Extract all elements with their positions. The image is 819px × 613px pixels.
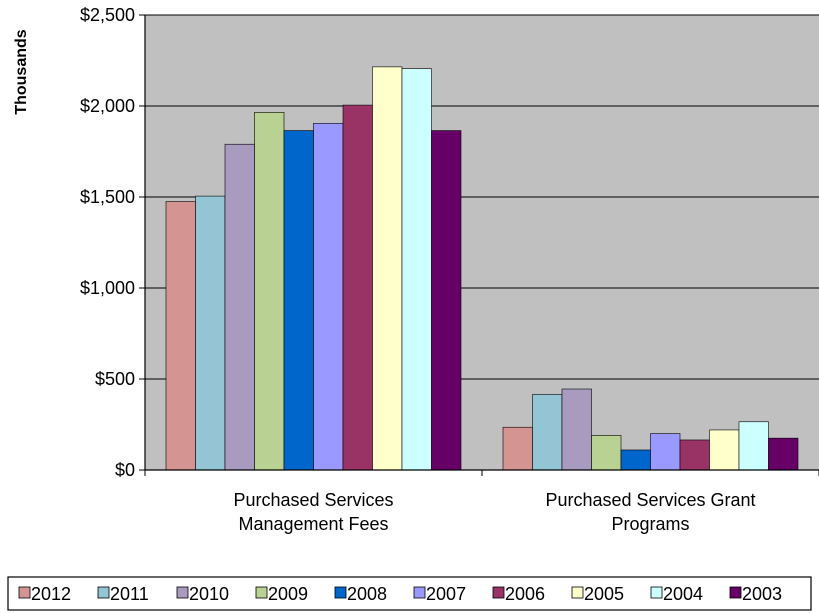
legend-swatch: [571, 586, 584, 599]
bar-2011-0: [195, 195, 226, 471]
bar-2011-1: [532, 394, 563, 471]
bar-2008-1: [620, 449, 651, 471]
y-tick-label: $1,000: [80, 278, 135, 298]
legend-label: 2006: [505, 584, 545, 604]
bar-2003-1: [768, 437, 799, 471]
bar-2004-1: [738, 421, 769, 471]
y-tick-label: $2,000: [80, 96, 135, 116]
legend-swatch: [413, 586, 426, 599]
bar-2010-1: [561, 388, 592, 471]
x-category-labels: Purchased Services Management Fees Purchas…: [144, 470, 819, 534]
legend-swatch: [176, 586, 189, 599]
bar-2008-0: [283, 130, 314, 471]
legend-label: 2012: [31, 584, 71, 604]
bar-2012-1: [502, 426, 533, 471]
legend-label: 2008: [347, 584, 387, 604]
bar-2007-1: [650, 433, 681, 471]
legend-swatch: [334, 586, 347, 599]
bar-2006-0: [342, 104, 373, 471]
bar-2007-0: [313, 122, 344, 471]
legend-swatch: [650, 586, 663, 599]
y-tick-label: $2,500: [80, 5, 135, 25]
bar-2009-0: [254, 112, 285, 471]
bar-2009-1: [591, 435, 622, 471]
legend: 2012 2011 2010 2009 2008 2007 2006 2005 2004 2003: [7, 576, 812, 611]
bar-2003-0: [431, 130, 462, 471]
bar-2006-1: [679, 439, 710, 471]
x-category-label: Purchased Services Management Fees: [233, 490, 393, 534]
y-tick-label: $1,500: [80, 187, 135, 207]
bar-2010-0: [224, 143, 255, 471]
y-ticks: $0 $500 $1,000 $1,500 $2,000 $2,500: [80, 5, 145, 480]
bar-2005-0: [372, 66, 403, 471]
legend-label: 2011: [110, 584, 149, 604]
legend-box: [7, 576, 812, 611]
bar-2012-0: [165, 201, 196, 471]
x-category-label: Purchased Services Grant Programs: [545, 490, 755, 534]
legend-swatch: [492, 586, 505, 599]
legend-label: 2004: [663, 584, 703, 604]
y-axis-title: Thousands: [13, 29, 30, 114]
legend-items: 2012 2011 2010 2009 2008 2007 2006 2005 2004 2003: [18, 584, 782, 604]
bar-2004-0: [401, 68, 432, 471]
legend-swatch: [255, 586, 268, 599]
legend-swatch: [18, 586, 31, 599]
bar-2005-1: [709, 429, 740, 471]
y-tick-label: $0: [115, 460, 135, 480]
legend-label: 2005: [584, 584, 624, 604]
legend-label: 2003: [742, 584, 782, 604]
legend-label: 2009: [268, 584, 308, 604]
legend-swatch: [97, 586, 110, 599]
y-tick-label: $500: [95, 369, 135, 389]
legend-label: 2010: [189, 584, 229, 604]
bars: [165, 66, 799, 471]
legend-swatch: [729, 586, 742, 599]
legend-label: 2007: [426, 584, 466, 604]
